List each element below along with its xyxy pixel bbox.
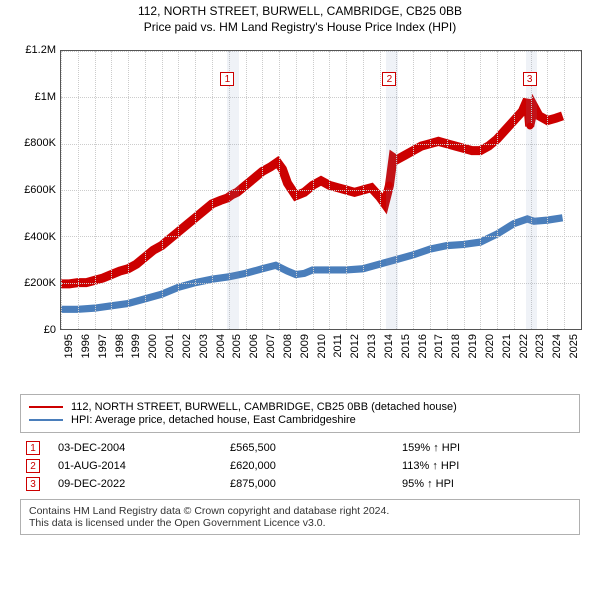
sale-marker-icon: 1 [26,441,40,455]
sale-date: 01-AUG-2014 [58,460,230,472]
gridline-v [162,51,163,329]
gridline-v [296,51,297,329]
sales-row: 1 03-DEC-2004£565,500159% ↑ HPI [20,439,580,457]
y-tick-label: £400K [10,231,56,243]
y-tick-label: £600K [10,184,56,196]
x-tick-label: 2025 [568,334,600,358]
y-tick-label: £1M [10,91,56,103]
gridline-h [61,236,581,237]
gridline-v [313,51,314,329]
gridline-v [178,51,179,329]
gridline-v [380,51,381,329]
sale-marker-box: 1 [220,72,234,86]
gridline-v [195,51,196,329]
sales-row: 2 01-AUG-2014£620,000113% ↑ HPI [20,457,580,475]
legend-label-price-paid: 112, NORTH STREET, BURWELL, CAMBRIDGE, C… [71,401,457,413]
attribution-footer: Contains HM Land Registry data © Crown c… [20,499,580,535]
legend-row-price-paid: 112, NORTH STREET, BURWELL, CAMBRIDGE, C… [29,401,571,413]
gridline-v [514,51,515,329]
footer-line-1: Contains HM Land Registry data © Crown c… [29,505,571,517]
sale-delta-vs-hpi: 159% ↑ HPI [402,442,574,454]
gridline-v [279,51,280,329]
gridline-v [430,51,431,329]
gridline-h [61,190,581,191]
gridline-v [464,51,465,329]
gridline-v [413,51,414,329]
highlight-band [526,51,538,329]
y-tick-label: £1.2M [10,44,56,56]
gridline-h [61,144,581,145]
legend-swatch-price-paid [29,406,63,408]
title-subtitle: Price paid vs. HM Land Registry's House … [0,20,600,34]
gridline-v [262,51,263,329]
sale-marker-icon: 2 [26,459,40,473]
sale-delta-vs-hpi: 95% ↑ HPI [402,478,574,490]
gridline-v [61,51,62,329]
chart-titles: 112, NORTH STREET, BURWELL, CAMBRIDGE, C… [0,0,600,34]
title-address: 112, NORTH STREET, BURWELL, CAMBRIDGE, C… [0,4,600,18]
gridline-v [128,51,129,329]
gridline-v [480,51,481,329]
highlight-band [227,51,239,329]
sale-delta-vs-hpi: 113% ↑ HPI [402,460,574,472]
sale-price: £565,500 [230,442,402,454]
gridline-h [61,283,581,284]
sale-marker-icon: 3 [26,477,40,491]
gridline-v [145,51,146,329]
gridline-v [346,51,347,329]
highlight-band [386,51,398,329]
y-tick-label: £800K [10,137,56,149]
sale-marker-box: 3 [523,72,537,86]
gridline-v [329,51,330,329]
gridline-v [363,51,364,329]
sale-marker-box: 2 [382,72,396,86]
legend-row-hpi: HPI: Average price, detached house, East… [29,414,571,426]
sale-dot [386,182,393,189]
gridline-v [212,51,213,329]
sale-dot [224,194,231,201]
gridline-v [497,51,498,329]
gridline-v [111,51,112,329]
sales-table: 1 03-DEC-2004£565,500159% ↑ HPI 2 01-AUG-20… [20,439,580,493]
gridline-v [95,51,96,329]
chart-container: £0£200K£400K£600K£800K£1M£1.2M 123 19951… [10,40,590,390]
gridline-v [246,51,247,329]
footer-line-2: This data is licensed under the Open Gov… [29,517,571,529]
sales-row: 3 09-DEC-2022£875,00095% ↑ HPI [20,475,580,493]
gridline-v [447,51,448,329]
plot-area: 1 2 3 [60,50,582,330]
legend: 112, NORTH STREET, BURWELL, CAMBRIDGE, C… [20,394,580,433]
gridline-v [547,51,548,329]
sale-price: £620,000 [230,460,402,472]
gridline-h [61,51,581,52]
sale-dot [526,123,533,130]
sale-date: 03-DEC-2004 [58,442,230,454]
y-tick-label: £200K [10,277,56,289]
sale-date: 09-DEC-2022 [58,478,230,490]
sale-price: £875,000 [230,478,402,490]
gridline-v [564,51,565,329]
gridline-v [78,51,79,329]
legend-label-hpi: HPI: Average price, detached house, East… [71,414,356,426]
y-tick-label: £0 [10,324,56,336]
legend-swatch-hpi [29,419,63,421]
gridline-h [61,97,581,98]
